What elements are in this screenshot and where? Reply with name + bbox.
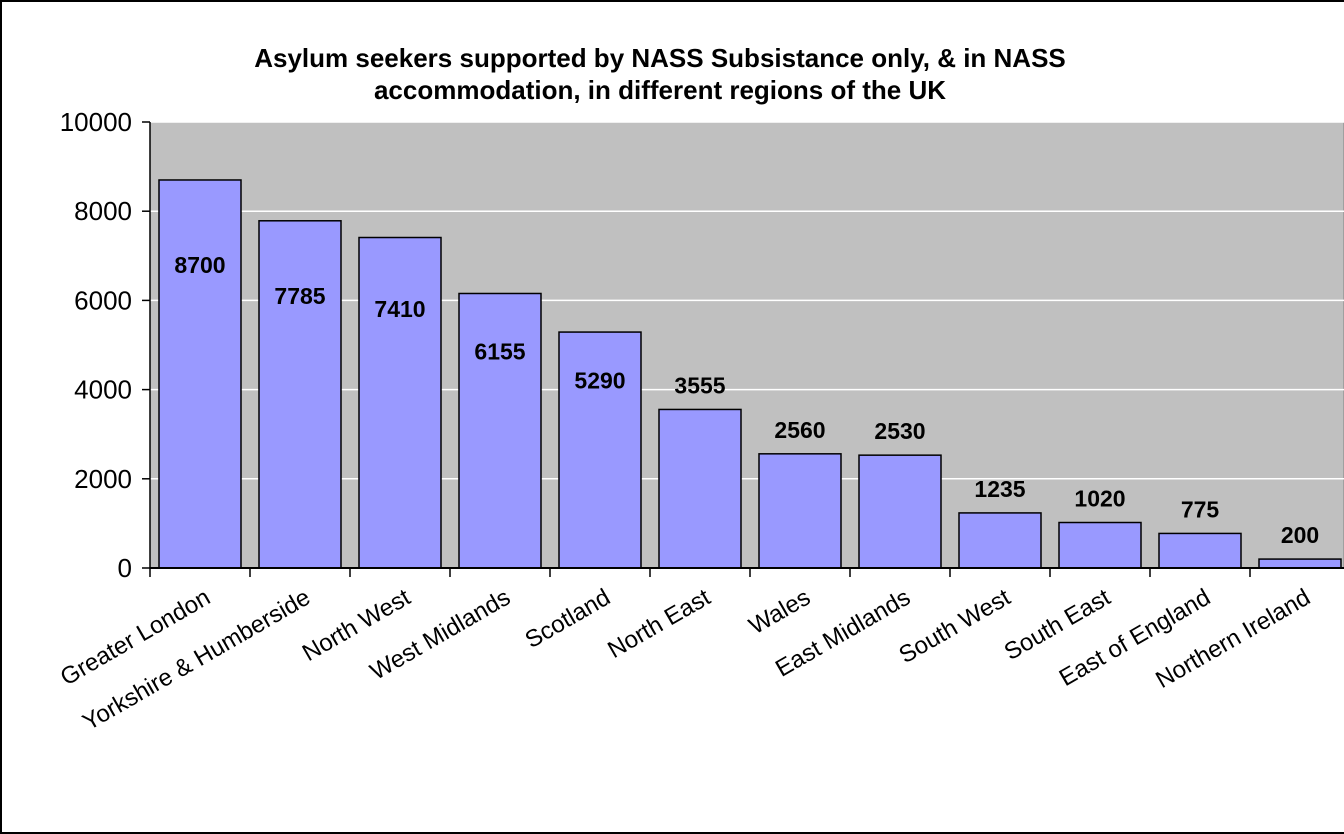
chart-title-line-1: Asylum seekers supported by NASS Subsist…: [254, 43, 1066, 73]
data-label: 3555: [674, 372, 725, 398]
bar: [458, 292, 542, 569]
y-tick-label: 4000: [74, 375, 132, 405]
bar: [1258, 558, 1342, 569]
data-label: 8700: [174, 252, 225, 278]
x-tick-label: Scotland: [521, 584, 615, 654]
bar: [1158, 532, 1242, 569]
bar: [558, 331, 642, 569]
x-tick-label: Wales: [745, 584, 815, 640]
data-label: 7410: [374, 296, 425, 322]
y-tick-label: 0: [118, 553, 132, 583]
data-label: 775: [1181, 496, 1220, 522]
data-label: 200: [1281, 522, 1319, 548]
data-label: 2560: [774, 417, 825, 443]
data-label: 2530: [874, 418, 925, 444]
x-tick-label: South West: [894, 584, 1015, 669]
y-tick-label: 10000: [60, 107, 132, 137]
data-label: 5290: [574, 368, 625, 394]
bar: [1058, 521, 1142, 569]
bar: [358, 236, 442, 569]
bar: [958, 512, 1042, 569]
bar: [258, 220, 342, 569]
chart-title: Asylum seekers supported by NASS Subsist…: [110, 42, 1210, 106]
y-tick-label: 6000: [74, 285, 132, 315]
data-label: 1020: [1074, 486, 1125, 512]
data-label: 6155: [474, 338, 525, 364]
data-label: 1235: [974, 476, 1025, 502]
y-tick-label: 8000: [74, 196, 132, 226]
x-tick-label: North East: [603, 584, 715, 664]
y-tick-label: 2000: [74, 464, 132, 494]
bar: [158, 179, 242, 569]
bar: [758, 453, 842, 569]
plot-area: [149, 121, 1344, 569]
bar: [858, 454, 942, 569]
chart-title-line-2: accommodation, in different regions of t…: [373, 75, 947, 105]
data-label: 7785: [274, 283, 325, 309]
bar: [658, 408, 742, 569]
